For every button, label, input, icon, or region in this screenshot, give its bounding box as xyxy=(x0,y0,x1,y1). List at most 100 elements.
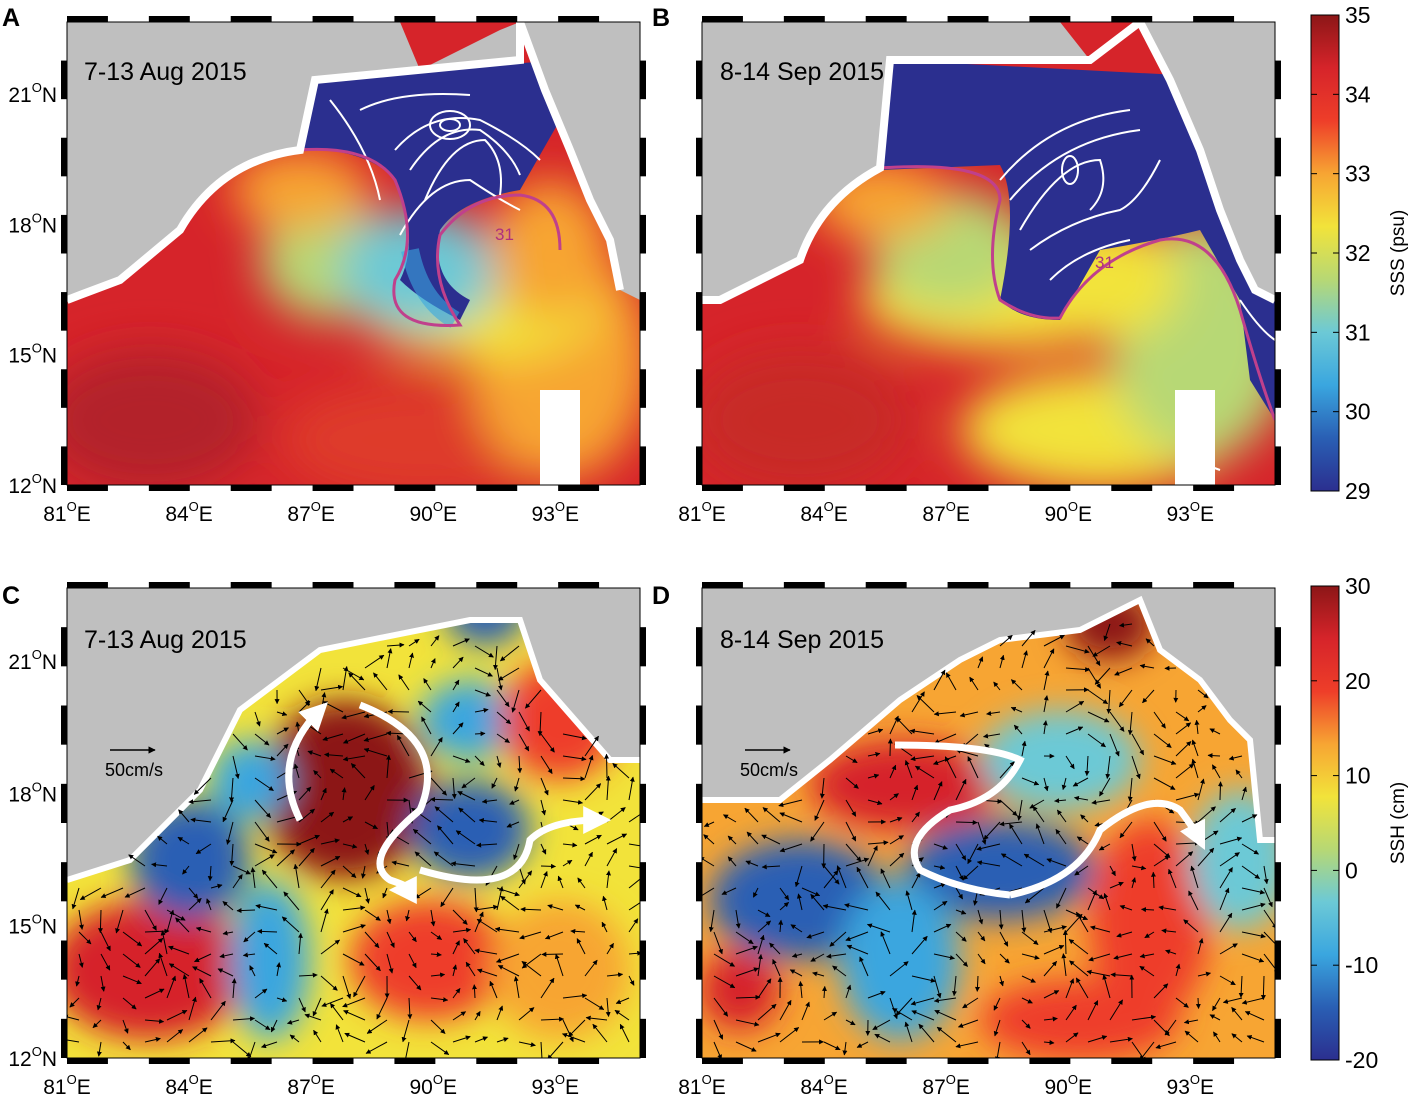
velocity-vector xyxy=(513,976,520,999)
velocity-vector xyxy=(845,799,857,817)
frame-bottom-segment xyxy=(230,485,272,491)
velocity-vector xyxy=(702,887,715,899)
velocity-vector xyxy=(455,830,476,845)
velocity-vector xyxy=(562,993,588,999)
frame-right-segment xyxy=(1275,369,1281,408)
velocity-vector xyxy=(889,961,909,977)
velocity-vector xyxy=(810,821,825,842)
velocity-vector xyxy=(1109,1036,1133,1043)
velocity-vector xyxy=(1072,777,1089,787)
velocity-vector xyxy=(289,1034,300,1043)
velocity-vector xyxy=(778,799,803,808)
velocity-vector xyxy=(525,689,542,709)
velocity-vector xyxy=(772,958,781,977)
velocity-vector xyxy=(497,965,520,977)
contour-label-b: 31 xyxy=(1095,253,1114,272)
velocity-vector xyxy=(1209,1014,1221,1021)
velocity-vector xyxy=(144,1037,161,1043)
velocity-vector xyxy=(540,843,547,855)
flow-arrow-c1 xyxy=(285,702,328,822)
velocity-vector xyxy=(1197,971,1211,977)
frame-top-segment xyxy=(476,16,518,22)
velocity-vector xyxy=(287,1019,300,1025)
velocity-vector xyxy=(495,953,520,963)
frame-left-segment xyxy=(696,1018,702,1058)
velocity-vector xyxy=(867,799,883,806)
velocity-vector xyxy=(430,997,449,1003)
colorbar-tick-label: -20 xyxy=(1345,1047,1378,1073)
velocity-vector xyxy=(321,997,344,1007)
velocity-vector xyxy=(895,717,913,735)
frame-bottom-segment xyxy=(865,485,907,491)
velocity-vector xyxy=(735,994,761,1000)
velocity-vector xyxy=(584,851,593,867)
velocity-vector xyxy=(812,971,825,977)
frame-top-segment xyxy=(312,582,354,588)
velocity-vector xyxy=(1103,892,1111,911)
velocity-vector xyxy=(1131,843,1137,862)
velocity-vector xyxy=(846,944,869,955)
velocity-vector xyxy=(836,865,847,889)
velocity-vector xyxy=(1069,960,1089,977)
velocity-vector xyxy=(518,711,530,732)
velocity-vector xyxy=(584,754,594,779)
velocity-vector xyxy=(342,997,366,1008)
velocity-vector xyxy=(500,645,520,662)
velocity-vector xyxy=(500,895,520,911)
velocity-vector xyxy=(96,997,102,1011)
velocity-vector xyxy=(779,812,803,823)
velocity-vector xyxy=(1131,1041,1147,1058)
colorbar-tick-label: 31 xyxy=(1345,319,1371,345)
velocity-vector xyxy=(713,1041,722,1058)
velocity-vector xyxy=(822,904,847,911)
velocity-vector xyxy=(1241,865,1260,879)
velocity-vector xyxy=(1263,865,1269,885)
panel-label-b: B xyxy=(652,4,670,32)
velocity-vector xyxy=(313,1029,322,1043)
velocity-vector xyxy=(1075,977,1089,999)
velocity-vector xyxy=(452,988,461,999)
velocity-vector xyxy=(999,799,1018,817)
velocity-vector xyxy=(628,843,640,847)
velocity-vector xyxy=(222,799,234,823)
velocity-vector xyxy=(1113,953,1133,960)
velocity-vector xyxy=(999,761,1015,779)
velocity-vector xyxy=(779,901,789,911)
velocity-vector xyxy=(933,843,948,850)
velocity-vector xyxy=(1073,795,1089,801)
frame-bottom-segment xyxy=(67,485,108,491)
frame-bottom-segment xyxy=(1029,1058,1071,1064)
velocity-vector xyxy=(518,733,530,752)
colorbar-tick-label: 20 xyxy=(1345,668,1371,694)
frame-top-segment xyxy=(1193,16,1235,22)
velocity-vector xyxy=(1184,1030,1199,1043)
velocity-vector xyxy=(1110,972,1133,978)
velocity-vector xyxy=(210,1000,226,1021)
frame-top-segment xyxy=(394,16,436,22)
velocity-vector xyxy=(562,776,586,782)
velocity-vector xyxy=(1024,887,1045,904)
frame-right-segment xyxy=(640,137,646,177)
velocity-vector xyxy=(232,733,248,751)
velocity-vector xyxy=(97,909,103,934)
velocity-vector xyxy=(955,778,967,801)
velocity-vector xyxy=(1087,1035,1108,1043)
frame-top-segment xyxy=(394,582,436,588)
velocity-vector xyxy=(1140,907,1155,913)
velocity-vector xyxy=(67,1039,80,1043)
velocity-vector xyxy=(430,1041,450,1055)
velocity-vector xyxy=(261,1041,278,1049)
velocity-vector xyxy=(540,799,547,816)
lon-tick-label: 81OE xyxy=(678,1072,726,1095)
velocity-vector xyxy=(1021,975,1036,983)
velocity-vector xyxy=(1103,623,1111,642)
frame-bottom-segment xyxy=(394,485,436,491)
velocity-vector xyxy=(474,731,486,737)
velocity-vector xyxy=(320,939,340,955)
velocity-vector xyxy=(713,931,723,955)
velocity-vector xyxy=(1131,877,1137,889)
velocity-vector xyxy=(823,865,840,885)
velocity-vector xyxy=(1065,667,1091,673)
velocity-vector xyxy=(911,691,925,713)
velocity-vector xyxy=(1061,953,1067,977)
